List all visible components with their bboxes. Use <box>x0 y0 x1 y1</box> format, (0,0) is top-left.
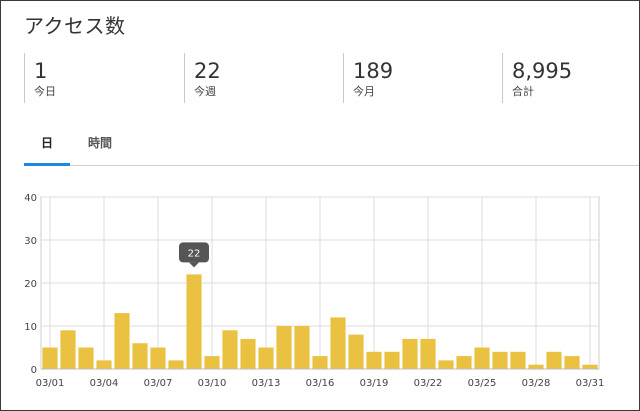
x-tick-label: 03/19 <box>360 378 389 389</box>
bar <box>402 338 418 369</box>
bar <box>348 334 364 369</box>
bar <box>510 351 526 369</box>
stats-row: 1 今日 22 今週 189 今月 8,995 合計 <box>24 53 639 103</box>
bar <box>258 347 274 369</box>
bar <box>330 317 346 369</box>
bar <box>438 360 454 369</box>
y-tick-label: 0 <box>31 365 37 376</box>
stat-today-label: 今日 <box>34 85 56 98</box>
bar <box>222 330 238 369</box>
stat-total: 8,995 合計 <box>502 53 639 103</box>
stat-today-value: 1 <box>34 59 48 83</box>
x-tick-label: 03/31 <box>576 378 605 389</box>
stat-total-value: 8,995 <box>512 59 573 83</box>
x-tick-label: 03/10 <box>198 378 227 389</box>
tab-day[interactable]: 日 <box>24 125 70 166</box>
bar <box>168 360 184 369</box>
tooltip-value: 22 <box>188 248 201 259</box>
stat-today: 1 今日 <box>24 53 184 103</box>
bar <box>186 274 202 369</box>
x-tick-label: 03/07 <box>144 378 173 389</box>
x-tick-label: 03/25 <box>468 378 497 389</box>
bar <box>96 360 112 369</box>
bar <box>294 326 310 369</box>
bar <box>528 364 544 369</box>
bar <box>42 347 58 369</box>
x-tick-label: 03/01 <box>36 378 65 389</box>
y-tick-label: 10 <box>24 322 37 333</box>
daily-access-chart: 0 10 20 30 40 03/01 03/04 03/07 03/10 03/13 03/16 0… <box>24 193 605 389</box>
bar <box>150 347 166 369</box>
stat-total-label: 合計 <box>512 85 534 98</box>
bar <box>546 351 562 369</box>
x-tick-label: 03/13 <box>252 378 281 389</box>
tooltip-pointer <box>189 262 199 268</box>
bar <box>276 326 292 369</box>
stat-week: 22 今週 <box>184 53 344 103</box>
bar <box>204 356 220 369</box>
tab-hour[interactable]: 時間 <box>87 136 112 150</box>
bar <box>492 351 508 369</box>
bar <box>60 330 76 369</box>
bar <box>114 313 130 369</box>
x-tick-label: 03/28 <box>522 378 551 389</box>
stat-week-label: 今週 <box>194 85 216 98</box>
x-tick-label: 03/22 <box>414 378 443 389</box>
stat-month: 189 今月 <box>343 53 503 103</box>
bar <box>420 338 436 369</box>
tab-bar: 日 時間 <box>24 125 639 166</box>
bar <box>582 364 598 369</box>
bar <box>132 343 148 369</box>
bar <box>474 347 490 369</box>
stat-week-value: 22 <box>194 59 221 83</box>
bar <box>312 356 328 369</box>
y-tick-label: 30 <box>24 236 37 247</box>
y-tick-label: 40 <box>24 193 37 204</box>
page-title: アクセス数 <box>24 14 126 38</box>
bar <box>78 347 94 369</box>
bar <box>240 338 256 369</box>
stat-month-label: 今月 <box>353 85 375 98</box>
bar <box>564 356 580 369</box>
bar <box>366 351 382 369</box>
x-tick-label: 03/04 <box>90 378 119 389</box>
tooltip-box <box>179 242 209 263</box>
stat-month-value: 189 <box>353 59 394 83</box>
bar <box>384 351 400 369</box>
y-tick-label: 20 <box>24 279 37 290</box>
x-tick-label: 03/16 <box>306 378 335 389</box>
bar <box>456 356 472 369</box>
